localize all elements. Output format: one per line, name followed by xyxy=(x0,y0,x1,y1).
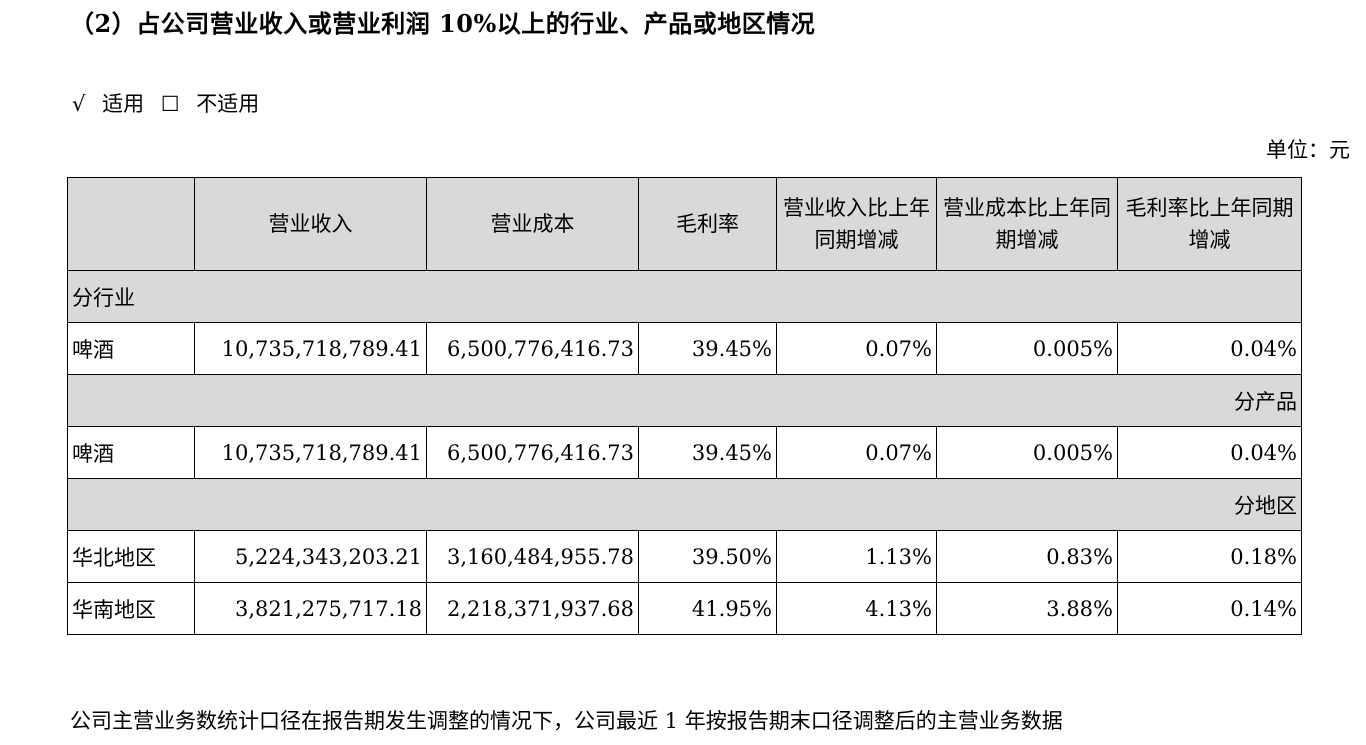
section-label: 分产品 xyxy=(67,374,1302,427)
check-mark-icon: √ xyxy=(72,92,86,116)
row-label: 华北地区 xyxy=(67,530,195,583)
cell-margin-yoy: 0.04% xyxy=(1117,426,1302,479)
header-margin-yoy: 毛利率比上年同期增减 xyxy=(1117,177,1302,271)
cell-revenue-yoy: 0.07% xyxy=(776,322,937,375)
row-label: 啤酒 xyxy=(67,322,195,375)
header-gross-margin: 毛利率 xyxy=(638,177,777,271)
cell-revenue: 5,224,343,203.21 xyxy=(194,530,427,583)
section-row-product: 分产品 xyxy=(67,374,1302,427)
unit-label: 单位：元 xyxy=(1266,138,1350,162)
row-label: 华南地区 xyxy=(67,582,195,635)
cell-cost: 6,500,776,416.73 xyxy=(426,322,639,375)
section-label: 分行业 xyxy=(67,270,1302,323)
cell-gross-margin: 39.45% xyxy=(638,322,777,375)
cell-gross-margin: 41.95% xyxy=(638,582,777,635)
header-cell-empty xyxy=(67,177,195,271)
cell-revenue: 10,735,718,789.41 xyxy=(194,426,427,479)
table-row: 华北地区 5,224,343,203.21 3,160,484,955.78 3… xyxy=(67,530,1302,583)
cell-cost-yoy: 3.88% xyxy=(936,582,1118,635)
header-cost: 营业成本 xyxy=(426,177,639,271)
checkbox-icon: ☐ xyxy=(160,92,180,116)
table-row: 啤酒 10,735,718,789.41 6,500,776,416.73 39… xyxy=(67,322,1302,375)
cell-margin-yoy: 0.14% xyxy=(1117,582,1302,635)
section-label: 分地区 xyxy=(67,478,1302,531)
cell-cost-yoy: 0.005% xyxy=(936,322,1118,375)
cell-revenue-yoy: 1.13% xyxy=(776,530,937,583)
cell-cost: 6,500,776,416.73 xyxy=(426,426,639,479)
applicability-options: √ 适用 ☐ 不适用 xyxy=(72,88,269,118)
cell-revenue-yoy: 4.13% xyxy=(776,582,937,635)
cell-revenue-yoy: 0.07% xyxy=(776,426,937,479)
footer-note: 公司主营业务数统计口径在报告期发生调整的情况下，公司最近 1 年按报告期末口径调… xyxy=(70,709,1063,733)
section-row-region: 分地区 xyxy=(67,478,1302,531)
header-revenue: 营业收入 xyxy=(194,177,427,271)
table-header-row: 营业收入 营业成本 毛利率 营业收入比上年同期增减 营业成本比上年同期增减 毛利… xyxy=(67,177,1302,271)
section-heading: （2）占公司营业收入或营业利润 10%以上的行业、产品或地区情况 xyxy=(70,9,816,38)
revenue-breakdown-table: 营业收入 营业成本 毛利率 营业收入比上年同期增减 营业成本比上年同期增减 毛利… xyxy=(67,177,1302,635)
section-row-industry: 分行业 xyxy=(67,270,1302,323)
applicable-label: 适用 xyxy=(102,92,145,116)
cell-gross-margin: 39.50% xyxy=(638,530,777,583)
not-applicable-label: 不适用 xyxy=(196,92,260,116)
cell-gross-margin: 39.45% xyxy=(638,426,777,479)
cell-revenue: 10,735,718,789.41 xyxy=(194,322,427,375)
cell-margin-yoy: 0.18% xyxy=(1117,530,1302,583)
cell-margin-yoy: 0.04% xyxy=(1117,322,1302,375)
header-cost-yoy: 营业成本比上年同期增减 xyxy=(936,177,1118,271)
table-row: 华南地区 3,821,275,717.18 2,218,371,937.68 4… xyxy=(67,582,1302,635)
cell-cost-yoy: 0.83% xyxy=(936,530,1118,583)
cell-revenue: 3,821,275,717.18 xyxy=(194,582,427,635)
cell-cost: 2,218,371,937.68 xyxy=(426,582,639,635)
header-revenue-yoy: 营业收入比上年同期增减 xyxy=(776,177,937,271)
cell-cost-yoy: 0.005% xyxy=(936,426,1118,479)
table-row: 啤酒 10,735,718,789.41 6,500,776,416.73 39… xyxy=(67,426,1302,479)
row-label: 啤酒 xyxy=(67,426,195,479)
cell-cost: 3,160,484,955.78 xyxy=(426,530,639,583)
